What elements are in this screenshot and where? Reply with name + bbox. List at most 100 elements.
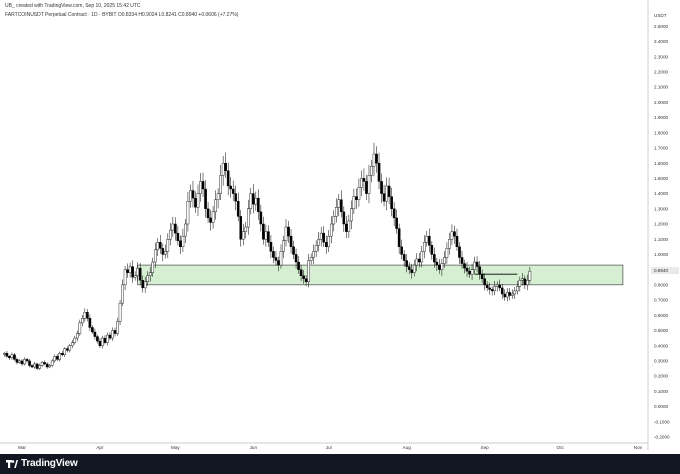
candle-body <box>15 359 19 363</box>
candle-body <box>289 235 293 248</box>
candle-body <box>334 207 338 217</box>
candle-body <box>485 284 489 289</box>
candle-body <box>53 356 56 362</box>
candle-body <box>20 360 24 365</box>
candle-body <box>161 248 165 255</box>
candle-body <box>352 196 356 209</box>
candle-body <box>513 290 517 295</box>
candle-body <box>191 190 195 199</box>
y-tick-label: 0.7000 <box>654 298 668 303</box>
candle-body <box>465 267 469 272</box>
candle-body <box>30 365 34 368</box>
candle-body <box>88 318 92 328</box>
candle-body <box>221 162 225 176</box>
candle-body <box>35 363 39 369</box>
candle-body <box>370 165 373 176</box>
candle-body <box>63 348 67 356</box>
y-tick-label: 0.8000 <box>654 282 668 287</box>
candle-body <box>488 287 491 290</box>
y-tick-label: 1.4000 <box>654 191 668 196</box>
y-tick-label: 0.6000 <box>654 313 668 318</box>
candle-body <box>412 264 416 273</box>
candle-body <box>526 280 529 286</box>
candle-body <box>274 257 278 261</box>
y-tick-label: 1.0000 <box>654 252 668 257</box>
candle-body <box>236 200 240 217</box>
candle-body <box>184 223 187 237</box>
candle-body <box>234 193 238 202</box>
candle-body <box>422 242 426 252</box>
candle-body <box>176 232 180 241</box>
candle-body <box>450 231 454 240</box>
candle-body <box>45 363 49 368</box>
candle-body <box>337 199 341 208</box>
candle-body <box>98 340 102 346</box>
candle-body <box>435 261 439 266</box>
y-tick-label: 1.9000 <box>654 115 668 120</box>
candle-body <box>312 251 315 258</box>
candle-body <box>415 258 419 266</box>
candle-body <box>5 353 9 357</box>
candle-body <box>387 185 391 197</box>
last-price-label: 0.8940 <box>654 268 668 273</box>
candle-body <box>425 235 429 243</box>
candle-body <box>443 257 446 264</box>
candle-body <box>382 193 386 202</box>
y-tick-label: 2.5000 <box>654 24 668 29</box>
candle-body <box>151 261 155 273</box>
candle-body <box>123 269 127 286</box>
candle-body <box>458 246 461 258</box>
y-tick-label: 1.3000 <box>654 206 668 211</box>
candle-body <box>367 175 371 194</box>
candle-body <box>204 188 207 209</box>
candle-body <box>392 208 396 219</box>
candle-body <box>96 336 99 342</box>
candle-body <box>81 318 84 324</box>
candle-body <box>332 216 336 225</box>
candle-body <box>508 292 512 296</box>
candle-body <box>93 331 97 337</box>
candle-body <box>156 242 160 251</box>
x-tick-label: Oct <box>556 445 564 450</box>
y-tick-label: 1.5000 <box>654 176 668 181</box>
candle-body <box>146 275 150 283</box>
price-chart[interactable]: USDT 2.5000 2.4000 2.3000 2.2000 2.1000 2.0000… <box>0 0 680 454</box>
x-tick-label: Apr <box>96 445 104 450</box>
candle-body <box>211 211 215 223</box>
candle-body <box>241 231 245 240</box>
candle-body <box>18 360 21 363</box>
candle-body <box>478 266 481 275</box>
candle-body <box>297 261 300 270</box>
candle-body <box>505 292 509 298</box>
y-tick-label: 2.3000 <box>654 54 668 59</box>
time-axis[interactable]: Mar Apr May Jun Jul Aug Sep Oct Nov <box>18 445 643 450</box>
candle-body <box>516 286 519 292</box>
candle-body <box>309 257 313 261</box>
candle-body <box>3 353 6 355</box>
candle-body <box>70 342 74 346</box>
y-tick-label: -0.1000 <box>654 419 670 424</box>
candle-body <box>453 231 456 237</box>
candle-body <box>10 354 14 359</box>
candle-body <box>463 263 466 269</box>
price-axis[interactable]: USDT 2.5000 2.4000 2.3000 2.2000 2.1000 2.0000… <box>651 13 679 440</box>
candle-body <box>495 284 499 287</box>
candle-body <box>400 246 403 255</box>
candle-body <box>113 330 117 334</box>
candle-body <box>164 251 167 255</box>
candle-body <box>390 196 393 209</box>
x-tick-label: May <box>171 445 180 450</box>
candle-body <box>68 345 72 351</box>
candle-body <box>50 360 54 366</box>
y-tick-label: 2.4000 <box>654 39 668 44</box>
chart-credit: UB_ created with TradingView.com, Sep 10… <box>5 3 141 9</box>
candle-body <box>8 356 11 359</box>
candle-body <box>239 216 243 240</box>
tradingview-logo-icon <box>6 460 18 468</box>
candle-body <box>121 284 124 304</box>
last-price-box <box>651 267 679 275</box>
candle-body <box>194 197 197 208</box>
candle-body <box>131 266 134 278</box>
candle-body <box>405 260 408 267</box>
